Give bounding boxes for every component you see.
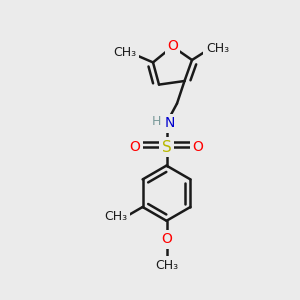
Text: CH₃: CH₃: [155, 259, 178, 272]
Text: CH₃: CH₃: [206, 41, 229, 55]
Text: O: O: [130, 140, 140, 154]
Text: O: O: [161, 232, 172, 246]
Text: H: H: [152, 115, 162, 128]
Text: N: N: [164, 116, 175, 130]
Text: CH₃: CH₃: [104, 210, 128, 223]
Text: S: S: [162, 140, 171, 154]
Text: O: O: [167, 40, 178, 53]
Text: CH₃: CH₃: [113, 46, 136, 59]
Text: O: O: [193, 140, 203, 154]
